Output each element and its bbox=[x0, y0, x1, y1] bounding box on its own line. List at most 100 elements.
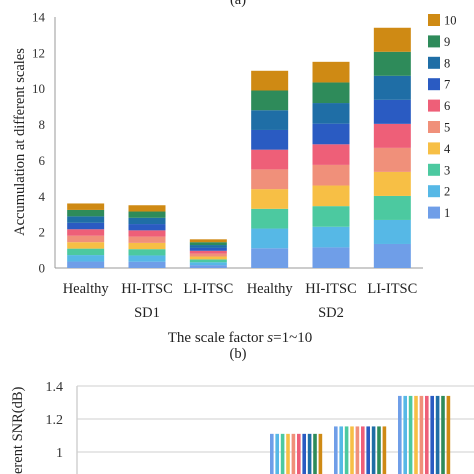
snr-bar bbox=[270, 433, 274, 474]
bar-segment bbox=[67, 255, 105, 262]
bar-segment bbox=[189, 256, 227, 260]
chart-b: Accumulation at different scales 0246810… bbox=[12, 10, 457, 347]
bar-segment bbox=[128, 255, 166, 262]
x-axis-title: The scale factor s=1~10 bbox=[168, 330, 312, 346]
bar-segment bbox=[373, 195, 411, 220]
x-category-label: Healthy bbox=[247, 281, 294, 297]
bar-segment bbox=[67, 203, 105, 210]
snr-bar bbox=[297, 433, 301, 474]
bar-segment bbox=[251, 208, 289, 229]
legend-swatch bbox=[428, 185, 440, 198]
bar-segment bbox=[67, 261, 105, 268]
bar-segment bbox=[128, 242, 166, 250]
y-tick-label: 0 bbox=[39, 261, 46, 276]
snr-bar bbox=[398, 395, 402, 474]
snr-bar bbox=[280, 433, 285, 474]
x-category-label: LI-ITSC bbox=[183, 281, 233, 297]
y-tick-label: 12 bbox=[32, 45, 45, 60]
x-axis-title-suffix: =1~10 bbox=[273, 330, 312, 346]
bars-c bbox=[270, 395, 451, 474]
bar-segment bbox=[251, 169, 289, 190]
bar-segment bbox=[128, 230, 166, 237]
bar-segment bbox=[128, 217, 166, 225]
bar-segment bbox=[373, 243, 411, 268]
snr-bar bbox=[382, 426, 387, 474]
bar-segment bbox=[67, 222, 105, 230]
x-axis-title-variable: s bbox=[267, 330, 273, 346]
bar-segment bbox=[189, 265, 227, 268]
bar-segment bbox=[128, 211, 166, 218]
bar-segment bbox=[373, 99, 411, 124]
header-caption: (a) bbox=[230, 0, 246, 8]
bar-segment bbox=[251, 189, 289, 209]
legend-label: 7 bbox=[444, 78, 450, 92]
bar-segment bbox=[67, 229, 105, 236]
legend-label: 4 bbox=[444, 142, 451, 156]
snr-bar bbox=[350, 426, 354, 474]
bar-segment bbox=[251, 70, 289, 91]
bar-segment bbox=[189, 259, 227, 263]
y-tick-label: 14 bbox=[32, 10, 46, 25]
snr-bar bbox=[441, 395, 445, 474]
bar-segment bbox=[128, 261, 166, 268]
bar-segment bbox=[373, 147, 411, 172]
bar-segment bbox=[373, 219, 411, 244]
snr-bar bbox=[425, 395, 429, 474]
snr-bar bbox=[414, 395, 418, 474]
bar-segment bbox=[189, 239, 227, 243]
x-category-label: HI-ITSC bbox=[305, 281, 357, 297]
legend-swatch bbox=[428, 142, 440, 155]
y-tick-label-c: 1.2 bbox=[46, 413, 64, 428]
bar-segment bbox=[251, 129, 289, 150]
x-category-label: Healthy bbox=[63, 281, 110, 297]
y-tick-label: 4 bbox=[39, 189, 46, 204]
bar-segment bbox=[67, 242, 105, 249]
snr-bar bbox=[408, 395, 413, 474]
snr-bar bbox=[313, 433, 317, 474]
bar-segment bbox=[373, 51, 411, 76]
snr-bar bbox=[275, 433, 279, 474]
y-tick-label-c: 1.4 bbox=[46, 380, 64, 395]
y-tick-label: 6 bbox=[39, 153, 46, 168]
legend-swatch bbox=[428, 206, 440, 219]
snr-bar bbox=[339, 426, 343, 474]
legend-swatch bbox=[428, 14, 440, 26]
bar-segment bbox=[251, 90, 289, 111]
snr-bar bbox=[286, 433, 290, 474]
legend-label: 6 bbox=[444, 99, 450, 113]
y-tick-label: 2 bbox=[39, 225, 46, 240]
snr-bar bbox=[446, 395, 451, 474]
chart-b-caption: (b) bbox=[230, 346, 247, 362]
snr-bar bbox=[403, 395, 407, 474]
legend-label: 9 bbox=[444, 35, 450, 49]
bar-segment bbox=[373, 27, 411, 52]
bar-segment bbox=[251, 149, 289, 170]
x-category-label: HI-ITSC bbox=[121, 281, 173, 297]
y-ticks: 0 2 4 6 8 10 12 14 bbox=[32, 10, 46, 276]
bar-segment bbox=[312, 123, 350, 145]
legend-label: 3 bbox=[444, 163, 450, 177]
y-tick-label: 8 bbox=[39, 117, 46, 132]
bar-segment bbox=[312, 103, 350, 124]
bar-segment bbox=[67, 216, 105, 223]
x-category-labels: Healthy HI-ITSC LI-ITSC Healthy HI-ITSC LI-IT… bbox=[63, 281, 418, 297]
snr-bar bbox=[344, 426, 349, 474]
legend-swatch bbox=[428, 163, 440, 176]
bar-segment bbox=[312, 226, 350, 248]
bar-segment bbox=[67, 248, 105, 256]
y-axis-title-fragment: erent SNR(dB) bbox=[10, 386, 26, 474]
bar-segment bbox=[312, 206, 350, 227]
bar-segment bbox=[67, 209, 105, 217]
snr-bar bbox=[366, 426, 370, 474]
bar-segment bbox=[251, 248, 289, 268]
x-group-label: SD2 bbox=[318, 305, 344, 321]
legend-label: 1 bbox=[444, 206, 450, 220]
legend-swatch bbox=[428, 35, 440, 48]
bar-segment bbox=[312, 61, 350, 83]
bar-segment bbox=[312, 247, 350, 268]
bar-segment bbox=[189, 253, 227, 257]
bar-segment bbox=[251, 110, 289, 130]
bar-segment bbox=[312, 144, 350, 165]
bar-segment bbox=[312, 185, 350, 207]
